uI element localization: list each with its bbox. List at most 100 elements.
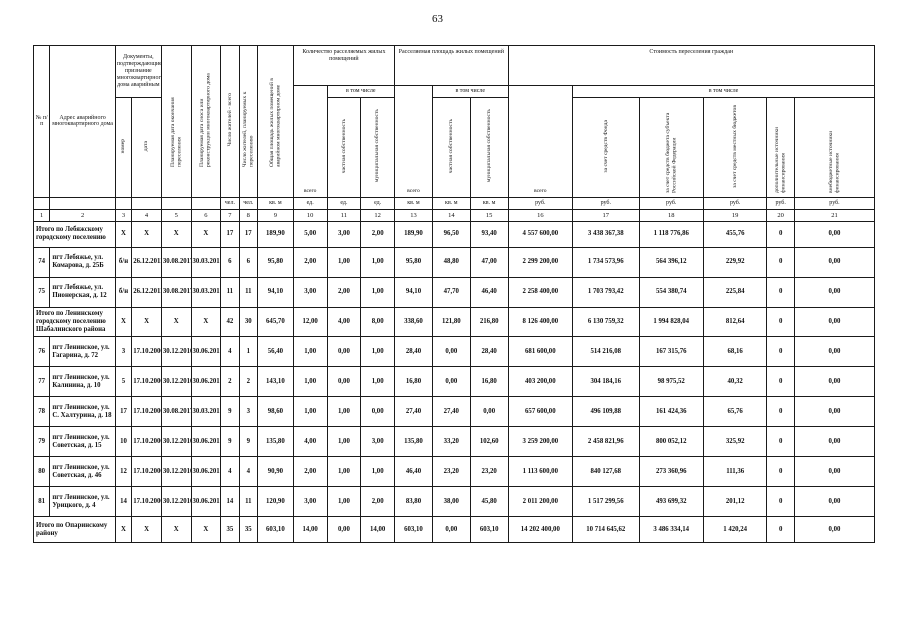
row-cell: 645,70 — [256, 306, 294, 338]
row-address: пгт Ленинское, ул. С. Халтурина, д. 18 — [49, 396, 116, 428]
count-private-label: частная собственность — [340, 118, 347, 174]
row-address: пгт Ленинское, ул. Урицкого, д. 4 — [49, 486, 116, 518]
row-cell: 3,00 — [360, 426, 396, 458]
column-number-cell: 14 — [431, 208, 471, 222]
total-row: Итого по Ленинскому городскому поселению… — [33, 306, 876, 338]
row-cell: X — [160, 220, 192, 248]
row-cell: 3 — [238, 396, 258, 428]
col-header-count-total: всего — [292, 85, 328, 198]
col-header-address: Адрес аварийного многоквартирного дома — [49, 45, 116, 198]
row-cell: 2,00 — [292, 246, 328, 278]
row-cell: 14,00 — [292, 516, 328, 544]
column-number-cell: 12 — [360, 208, 396, 222]
col-header-num: № п/п — [32, 45, 51, 198]
row-cell: 4,00 — [326, 306, 362, 338]
row-cell: 95,80 — [394, 246, 433, 278]
row-cell: 493 699,32 — [638, 486, 704, 518]
unit-cell: руб. — [572, 196, 640, 210]
row-cell: 455,76 — [702, 220, 768, 248]
row-cell: 40,32 — [702, 366, 768, 398]
row-cell: 0 — [766, 306, 795, 338]
row-cell: 0,00 — [360, 396, 396, 428]
unit-cell: кв. м — [394, 196, 433, 210]
row-cell: 121,80 — [431, 306, 471, 338]
row-cell: 1,00 — [292, 336, 328, 368]
row-cell: б/н — [114, 246, 133, 278]
row-cell: 6 130 759,32 — [572, 306, 640, 338]
column-number-cell: 7 — [220, 208, 240, 222]
row-cell: 800 052,12 — [638, 426, 704, 458]
row-cell: 94,10 — [394, 276, 433, 308]
row-cell: 23,20 — [431, 456, 471, 488]
row-cell: 0,00 — [793, 426, 876, 458]
row-cell: 17.10.2006 — [131, 396, 162, 428]
cost-additional-label: дополнительные источники финансирования — [774, 126, 787, 193]
unit-cell: кв. м — [431, 196, 471, 210]
row-cell: 514 216,08 — [572, 336, 640, 368]
row-cell: 2,00 — [360, 220, 396, 248]
row-cell: 161 424,36 — [638, 396, 704, 428]
header-units-row: чел. чел. кв. м ед. ед. ед. кв. м кв. м кв. м руб… — [32, 196, 876, 210]
row-cell: X — [114, 516, 133, 544]
row-cell: 0 — [766, 276, 795, 308]
row-cell: 603,10 — [256, 516, 294, 544]
row-cell: 11 — [238, 276, 258, 308]
row-total-label: Итого по Опаринскому району — [33, 516, 116, 544]
row-cell: 30.08.2017 — [160, 396, 192, 428]
column-number-cell: 3 — [114, 208, 133, 222]
row-cell: 554 380,74 — [638, 276, 704, 308]
row-cell: 1 420,24 — [702, 516, 768, 544]
unit-cell — [190, 196, 222, 210]
row-cell: 189,90 — [256, 220, 294, 248]
row-number: 79 — [32, 426, 51, 458]
row-cell: 30.12.2016 — [160, 336, 192, 368]
residents-total-label: Число жителей - всего — [226, 93, 233, 147]
row-cell: 229,92 — [702, 246, 768, 278]
column-number-cell: 16 — [507, 208, 574, 222]
row-cell: 1,00 — [326, 486, 362, 518]
row-cell: 30.06.2017 — [190, 336, 222, 368]
row-cell: 9 — [220, 396, 240, 428]
row-cell: 0,00 — [431, 336, 471, 368]
row-cell: 98,60 — [256, 396, 294, 428]
row-cell: 11 — [238, 486, 258, 518]
row-cell: X — [190, 516, 222, 544]
row-cell: 1,00 — [326, 246, 362, 278]
column-number-cell: 21 — [793, 208, 876, 222]
header-subgroups-row: всего в том числе всего в том числе всег… — [34, 85, 875, 198]
row-cell: 16,80 — [394, 366, 433, 398]
row-cell: 30.08.2017 — [160, 246, 192, 278]
row-total-label: Итого по Лебяжскому городскому поселению — [33, 220, 116, 248]
row-cell: 38,00 — [431, 486, 471, 518]
row-cell: 603,10 — [394, 516, 433, 544]
row-address: пгт Лебяжье, ул. Пионерская, д. 12 — [49, 276, 116, 308]
row-cell: X — [131, 306, 162, 338]
unit-cell: кв. м — [256, 196, 294, 210]
row-cell: 0,00 — [793, 456, 876, 488]
row-cell: 143,10 — [256, 366, 294, 398]
row-cell: 225,84 — [702, 276, 768, 308]
row-cell: 14,00 — [360, 516, 396, 544]
area-municipal-label: муниципальная собственность — [485, 109, 492, 183]
row-cell: 496 109,88 — [572, 396, 640, 428]
unit-cell: руб. — [766, 196, 795, 210]
row-cell: 9 — [220, 426, 240, 458]
col-header-cost-total: всего — [507, 85, 574, 198]
row-cell: 46,40 — [469, 276, 509, 308]
column-number-cell: 17 — [572, 208, 640, 222]
table-header: № п/п Адрес аварийного многоквартирного … — [32, 45, 876, 222]
col-header-docs: Документы, подтверждающие признание мног… — [114, 45, 162, 98]
table-body: Итого по Лебяжскому городскому поселению… — [32, 220, 876, 544]
row-cell: 17 — [220, 220, 240, 248]
row-cell: 0,00 — [326, 516, 362, 544]
column-number-cell: 20 — [766, 208, 795, 222]
row-cell: 17.10.2006 — [131, 336, 162, 368]
row-cell: 216,80 — [469, 306, 509, 338]
row-address: пгт Ленинское, ул. Гагарина, д. 72 — [49, 336, 116, 368]
row-cell: 30.12.2016 — [160, 456, 192, 488]
row-cell: 17.10.2006 — [131, 366, 162, 398]
residents-planned-label: Число жителей, планируемых к переселению — [241, 91, 255, 167]
row-cell: 3 259 200,00 — [507, 426, 574, 458]
row-cell: 48,80 — [431, 246, 471, 278]
row-cell: 812,64 — [702, 306, 768, 338]
